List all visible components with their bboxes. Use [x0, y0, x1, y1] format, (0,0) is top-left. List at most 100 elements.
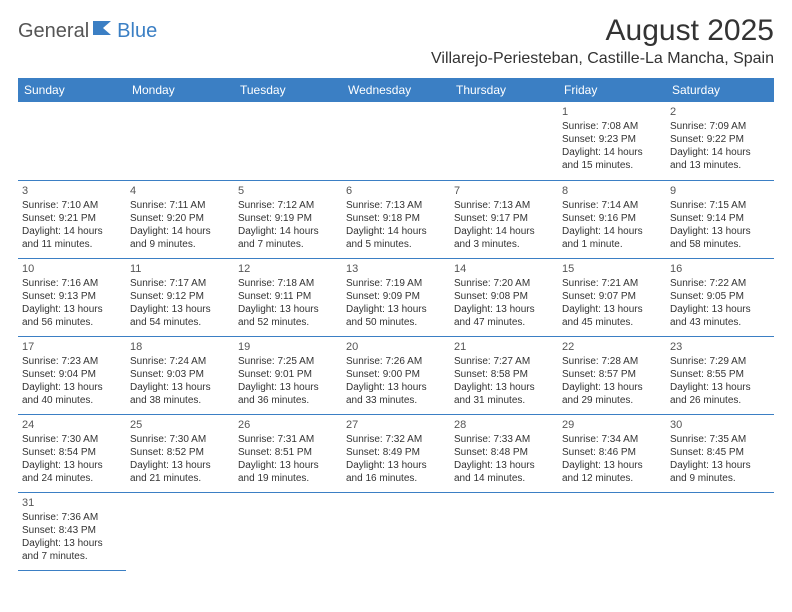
day-number: 22: [562, 340, 662, 354]
calendar-week-row: 1Sunrise: 7:08 AMSunset: 9:23 PMDaylight…: [18, 102, 774, 180]
daylight-text: Daylight: 13 hours and 43 minutes.: [670, 303, 770, 329]
calendar-day-cell: 12Sunrise: 7:18 AMSunset: 9:11 PMDayligh…: [234, 258, 342, 336]
sunset-text: Sunset: 9:19 PM: [238, 212, 338, 225]
calendar-day-cell: 16Sunrise: 7:22 AMSunset: 9:05 PMDayligh…: [666, 258, 774, 336]
location-subtitle: Villarejo-Periesteban, Castille-La Manch…: [431, 50, 774, 68]
sunrise-text: Sunrise: 7:32 AM: [346, 433, 446, 446]
header: General Blue August 2025 Villarejo-Perie…: [18, 14, 774, 72]
sunset-text: Sunset: 9:05 PM: [670, 290, 770, 303]
day-number: 29: [562, 418, 662, 432]
daylight-text: Daylight: 13 hours and 24 minutes.: [22, 459, 122, 485]
calendar-empty-cell: [450, 102, 558, 180]
day-number: 3: [22, 184, 122, 198]
calendar-day-cell: 1Sunrise: 7:08 AMSunset: 9:23 PMDaylight…: [558, 102, 666, 180]
sunset-text: Sunset: 8:58 PM: [454, 368, 554, 381]
day-number: 1: [562, 105, 662, 119]
sunset-text: Sunset: 9:18 PM: [346, 212, 446, 225]
daylight-text: Daylight: 13 hours and 47 minutes.: [454, 303, 554, 329]
calendar-table: SundayMondayTuesdayWednesdayThursdayFrid…: [18, 78, 774, 571]
calendar-day-cell: 2Sunrise: 7:09 AMSunset: 9:22 PMDaylight…: [666, 102, 774, 180]
calendar-day-cell: 23Sunrise: 7:29 AMSunset: 8:55 PMDayligh…: [666, 336, 774, 414]
calendar-empty-cell: [450, 492, 558, 570]
sunset-text: Sunset: 9:11 PM: [238, 290, 338, 303]
sunrise-text: Sunrise: 7:13 AM: [346, 199, 446, 212]
sunset-text: Sunset: 8:49 PM: [346, 446, 446, 459]
daylight-text: Daylight: 13 hours and 14 minutes.: [454, 459, 554, 485]
calendar-empty-cell: [234, 102, 342, 180]
daylight-text: Daylight: 14 hours and 15 minutes.: [562, 146, 662, 172]
sunrise-text: Sunrise: 7:27 AM: [454, 355, 554, 368]
sunrise-text: Sunrise: 7:20 AM: [454, 277, 554, 290]
logo-text-blue: Blue: [117, 20, 157, 43]
sunrise-text: Sunrise: 7:30 AM: [22, 433, 122, 446]
calendar-day-cell: 8Sunrise: 7:14 AMSunset: 9:16 PMDaylight…: [558, 180, 666, 258]
day-header: Thursday: [450, 78, 558, 102]
calendar-day-cell: 21Sunrise: 7:27 AMSunset: 8:58 PMDayligh…: [450, 336, 558, 414]
daylight-text: Daylight: 13 hours and 12 minutes.: [562, 459, 662, 485]
calendar-day-cell: 19Sunrise: 7:25 AMSunset: 9:01 PMDayligh…: [234, 336, 342, 414]
daylight-text: Daylight: 13 hours and 9 minutes.: [670, 459, 770, 485]
sunrise-text: Sunrise: 7:18 AM: [238, 277, 338, 290]
day-number: 23: [670, 340, 770, 354]
daylight-text: Daylight: 14 hours and 7 minutes.: [238, 225, 338, 251]
title-block: August 2025 Villarejo-Periesteban, Casti…: [431, 14, 774, 72]
day-number: 7: [454, 184, 554, 198]
calendar-day-cell: 31Sunrise: 7:36 AMSunset: 8:43 PMDayligh…: [18, 492, 126, 570]
day-number: 28: [454, 418, 554, 432]
calendar-empty-cell: [234, 492, 342, 570]
calendar-day-cell: 9Sunrise: 7:15 AMSunset: 9:14 PMDaylight…: [666, 180, 774, 258]
sunset-text: Sunset: 9:12 PM: [130, 290, 230, 303]
sunset-text: Sunset: 8:45 PM: [670, 446, 770, 459]
day-number: 24: [22, 418, 122, 432]
calendar-day-cell: 29Sunrise: 7:34 AMSunset: 8:46 PMDayligh…: [558, 414, 666, 492]
calendar-day-cell: 10Sunrise: 7:16 AMSunset: 9:13 PMDayligh…: [18, 258, 126, 336]
sunset-text: Sunset: 8:52 PM: [130, 446, 230, 459]
day-number: 6: [346, 184, 446, 198]
sunset-text: Sunset: 8:43 PM: [22, 524, 122, 537]
day-header: Sunday: [18, 78, 126, 102]
sunrise-text: Sunrise: 7:23 AM: [22, 355, 122, 368]
calendar-day-cell: 4Sunrise: 7:11 AMSunset: 9:20 PMDaylight…: [126, 180, 234, 258]
day-number: 14: [454, 262, 554, 276]
sunset-text: Sunset: 8:55 PM: [670, 368, 770, 381]
day-number: 20: [346, 340, 446, 354]
sunrise-text: Sunrise: 7:34 AM: [562, 433, 662, 446]
daylight-text: Daylight: 13 hours and 58 minutes.: [670, 225, 770, 251]
day-header: Wednesday: [342, 78, 450, 102]
calendar-day-cell: 13Sunrise: 7:19 AMSunset: 9:09 PMDayligh…: [342, 258, 450, 336]
sunrise-text: Sunrise: 7:22 AM: [670, 277, 770, 290]
sunset-text: Sunset: 9:23 PM: [562, 133, 662, 146]
day-number: 13: [346, 262, 446, 276]
daylight-text: Daylight: 13 hours and 52 minutes.: [238, 303, 338, 329]
day-number: 27: [346, 418, 446, 432]
calendar-body: 1Sunrise: 7:08 AMSunset: 9:23 PMDaylight…: [18, 102, 774, 570]
sunrise-text: Sunrise: 7:33 AM: [454, 433, 554, 446]
calendar-day-cell: 27Sunrise: 7:32 AMSunset: 8:49 PMDayligh…: [342, 414, 450, 492]
calendar-empty-cell: [342, 492, 450, 570]
calendar-empty-cell: [18, 102, 126, 180]
daylight-text: Daylight: 13 hours and 26 minutes.: [670, 381, 770, 407]
sunset-text: Sunset: 9:07 PM: [562, 290, 662, 303]
daylight-text: Daylight: 13 hours and 21 minutes.: [130, 459, 230, 485]
calendar-empty-cell: [126, 102, 234, 180]
sunset-text: Sunset: 9:08 PM: [454, 290, 554, 303]
calendar-day-cell: 14Sunrise: 7:20 AMSunset: 9:08 PMDayligh…: [450, 258, 558, 336]
day-number: 2: [670, 105, 770, 119]
day-number: 4: [130, 184, 230, 198]
sunset-text: Sunset: 9:16 PM: [562, 212, 662, 225]
calendar-day-cell: 28Sunrise: 7:33 AMSunset: 8:48 PMDayligh…: [450, 414, 558, 492]
calendar-day-cell: 30Sunrise: 7:35 AMSunset: 8:45 PMDayligh…: [666, 414, 774, 492]
logo-text-general: General: [18, 20, 89, 43]
sunrise-text: Sunrise: 7:35 AM: [670, 433, 770, 446]
sunrise-text: Sunrise: 7:19 AM: [346, 277, 446, 290]
calendar-day-cell: 11Sunrise: 7:17 AMSunset: 9:12 PMDayligh…: [126, 258, 234, 336]
daylight-text: Daylight: 13 hours and 33 minutes.: [346, 381, 446, 407]
sunrise-text: Sunrise: 7:10 AM: [22, 199, 122, 212]
calendar-empty-cell: [126, 492, 234, 570]
sunrise-text: Sunrise: 7:29 AM: [670, 355, 770, 368]
sunrise-text: Sunrise: 7:36 AM: [22, 511, 122, 524]
day-header: Saturday: [666, 78, 774, 102]
day-number: 9: [670, 184, 770, 198]
day-number: 18: [130, 340, 230, 354]
daylight-text: Daylight: 13 hours and 45 minutes.: [562, 303, 662, 329]
